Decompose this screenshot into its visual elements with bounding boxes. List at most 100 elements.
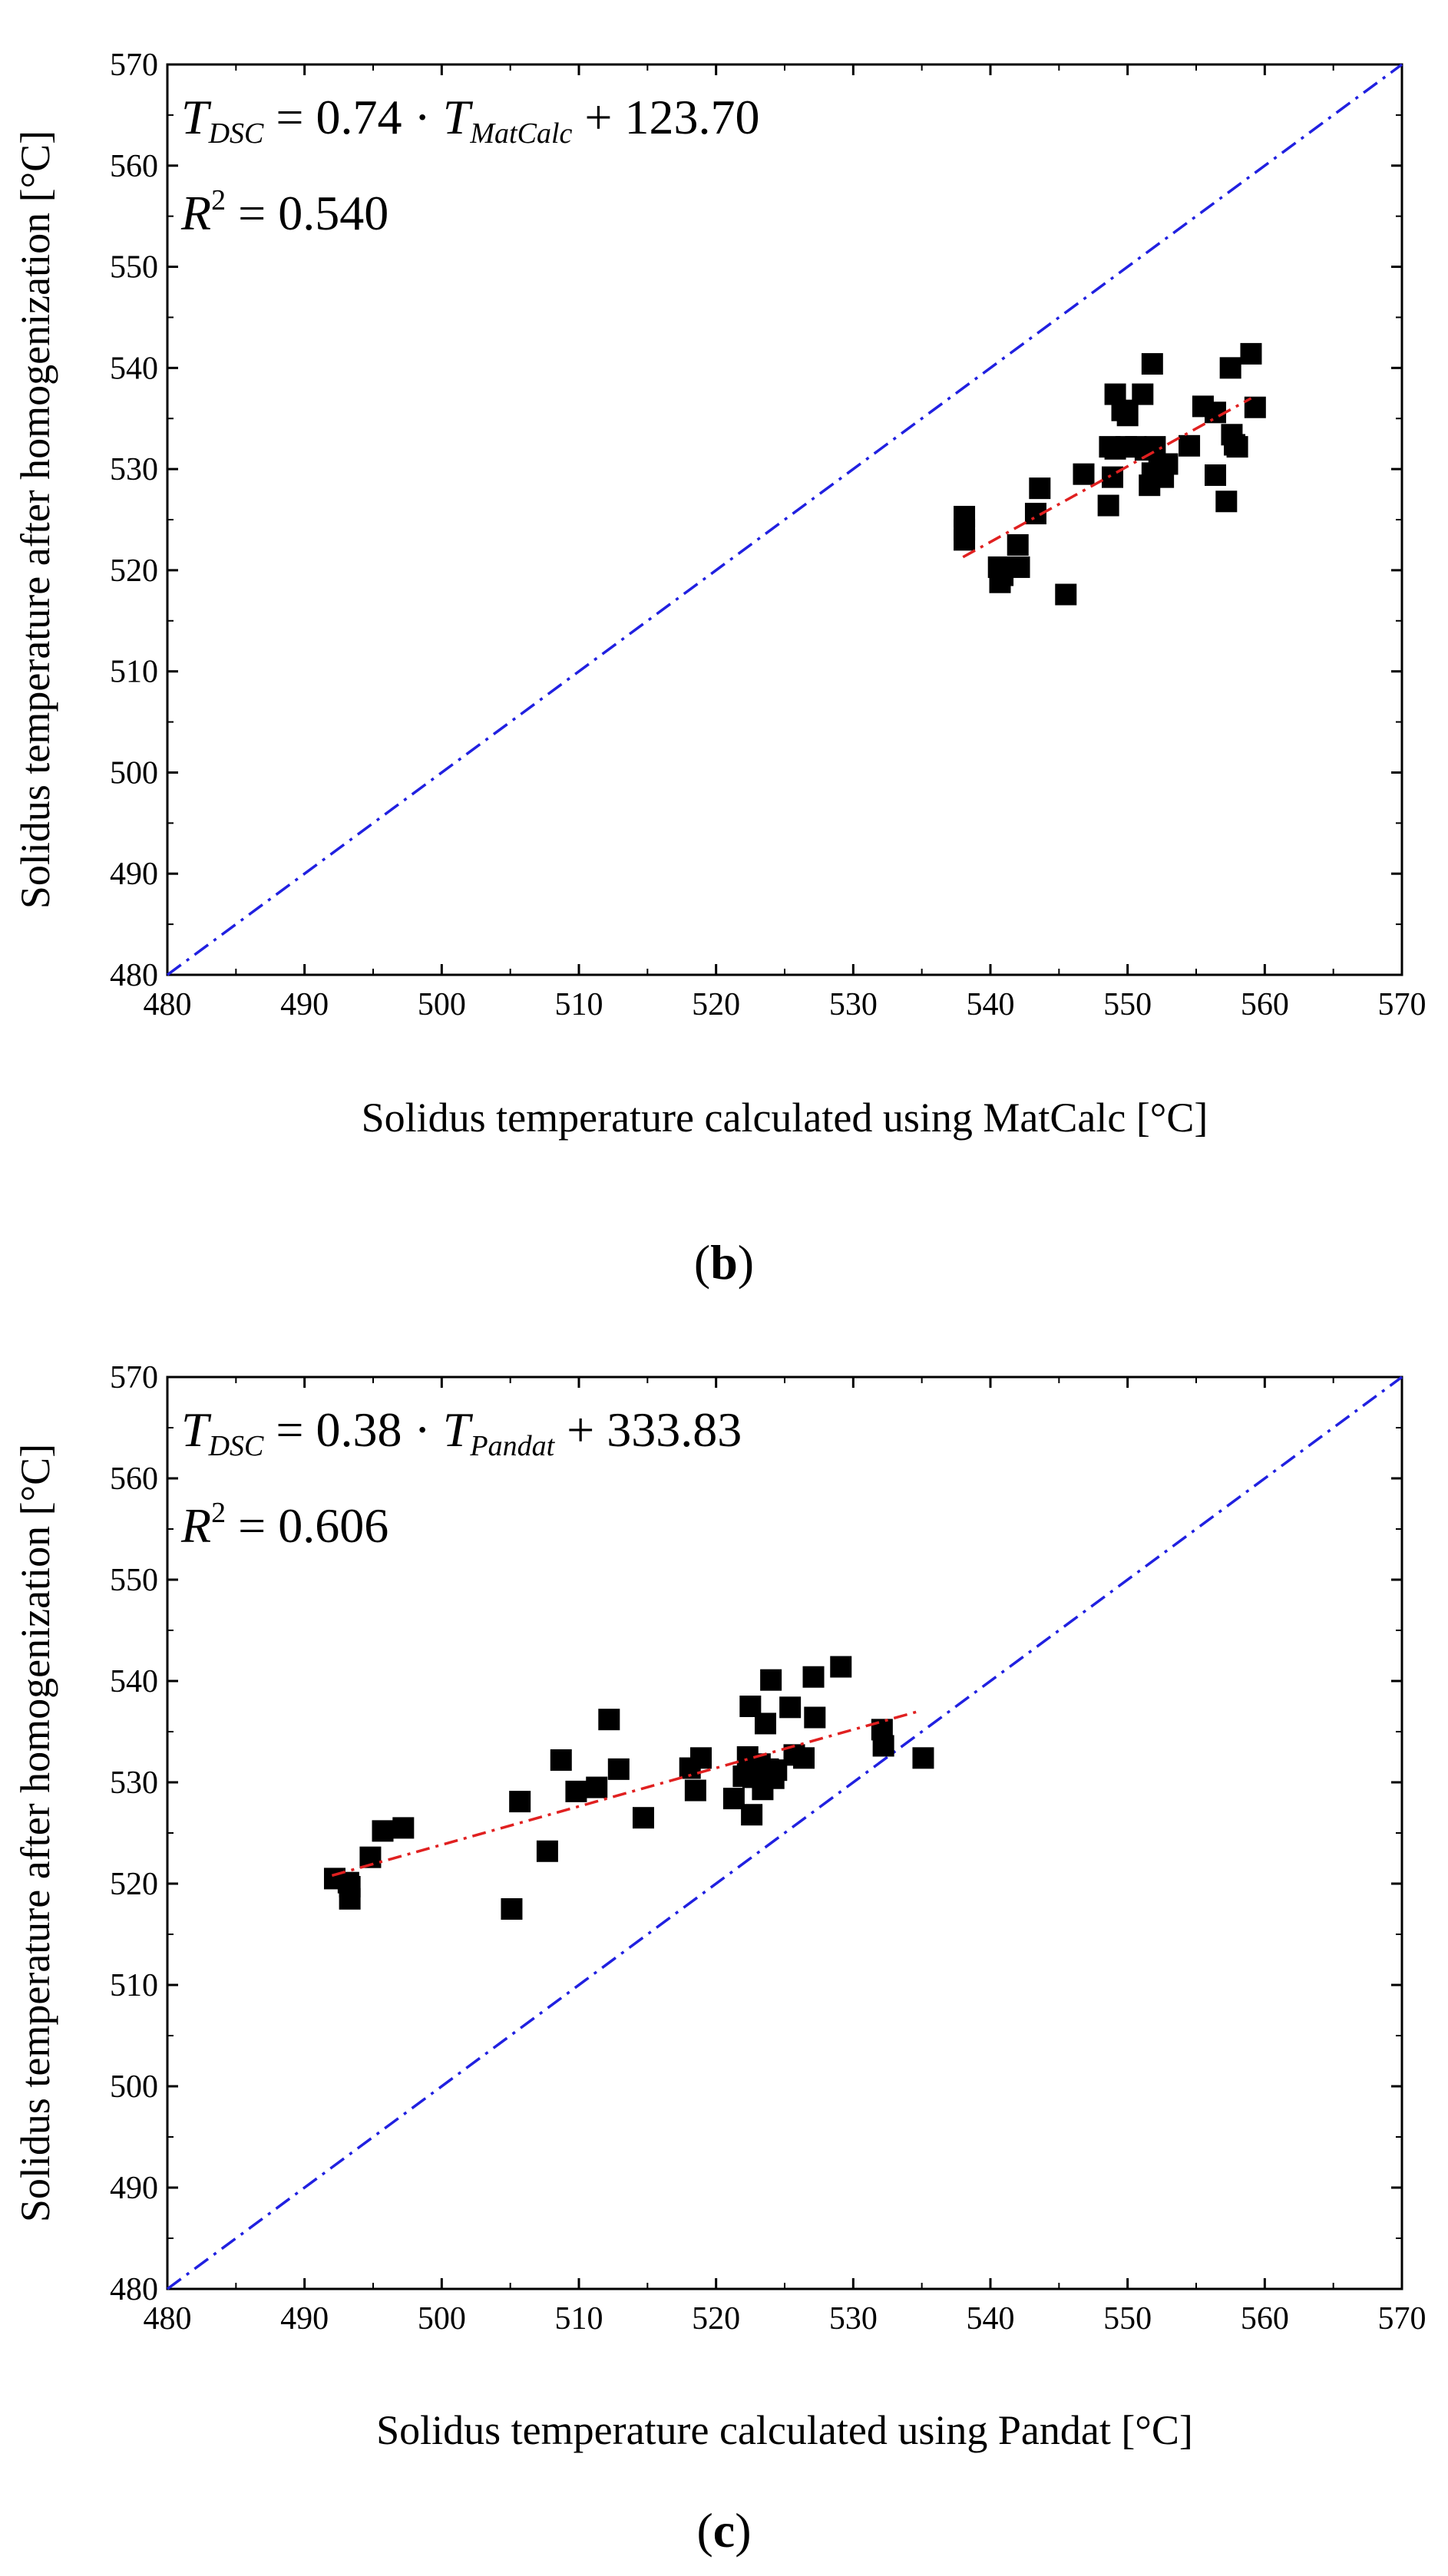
y-axis-title: Solidus temperature after homogenization… xyxy=(12,1444,58,2222)
eq-lhs-subscript: DSC xyxy=(208,117,264,150)
data-point xyxy=(536,1840,558,1862)
data-point xyxy=(741,1804,763,1826)
x-tick-label: 570 xyxy=(1378,987,1427,1022)
x-tick-label: 550 xyxy=(1103,987,1152,1022)
data-point xyxy=(632,1807,654,1829)
y-tick-label: 490 xyxy=(110,2171,158,2206)
data-point xyxy=(1156,453,1179,475)
x-tick-label: 540 xyxy=(967,2301,1015,2337)
x-tick-label: 550 xyxy=(1103,2301,1152,2337)
data-point xyxy=(1215,490,1238,513)
y-tick-label: 510 xyxy=(110,655,158,690)
fit-line xyxy=(962,397,1252,559)
caption-close: ) xyxy=(737,1235,755,1290)
y-tick-label: 540 xyxy=(110,1664,158,1699)
data-point xyxy=(793,1747,815,1769)
y-tick-label: 500 xyxy=(110,755,158,791)
eq-lhs-symbol: T xyxy=(181,1402,212,1457)
r-squared-annotation: R2 = 0.540 xyxy=(180,184,388,240)
x-tick-label: 480 xyxy=(144,2301,192,2337)
y-tick-label: 570 xyxy=(110,48,158,83)
eq-lhs-symbol: T xyxy=(181,90,212,144)
x-tick-label: 520 xyxy=(692,2301,740,2337)
eq-variable-symbol: T xyxy=(443,90,474,144)
data-point xyxy=(1116,405,1139,427)
x-tick-label: 540 xyxy=(967,987,1015,1022)
data-point xyxy=(872,1735,894,1757)
x-tick-label: 510 xyxy=(555,2301,603,2337)
r2-value: = 0.606 xyxy=(226,1498,388,1553)
eq-intercept: + 123.70 xyxy=(572,90,759,144)
data-point xyxy=(392,1817,415,1839)
y-tick-label: 480 xyxy=(110,2272,158,2307)
y-tick-label: 530 xyxy=(110,1765,158,1801)
data-point xyxy=(1008,556,1030,578)
y-tick-label: 520 xyxy=(110,553,158,589)
r-squared-annotation: R2 = 0.606 xyxy=(180,1497,388,1553)
data-point xyxy=(1097,494,1119,517)
x-tick-label: 530 xyxy=(829,987,878,1022)
r2-superscript: 2 xyxy=(211,1497,226,1529)
data-point xyxy=(804,1706,826,1729)
data-point xyxy=(802,1666,825,1688)
data-point xyxy=(1240,342,1262,365)
caption-open: ( xyxy=(696,2503,713,2558)
data-point xyxy=(1055,583,1077,606)
data-point xyxy=(598,1709,620,1731)
data-point xyxy=(1226,436,1248,458)
data-point xyxy=(372,1820,394,1842)
data-point xyxy=(607,1758,630,1780)
y-tick-label: 530 xyxy=(110,452,158,487)
y-tick-label: 560 xyxy=(110,1461,158,1497)
regression-equation: TDSC = 0.74 · TMatCalc + 123.70 xyxy=(181,90,759,150)
data-point xyxy=(1141,353,1163,375)
data-point xyxy=(1219,357,1241,379)
y-tick-label: 510 xyxy=(110,1968,158,2003)
x-tick-label: 560 xyxy=(1241,2301,1289,2337)
data-point xyxy=(1073,463,1095,485)
x-tick-label: 490 xyxy=(280,2301,329,2337)
reference-line-y-equals-x xyxy=(166,1376,1403,2290)
caption-c: (c) xyxy=(0,2502,1448,2559)
data-point xyxy=(1007,533,1029,556)
caption-letter: c xyxy=(712,2503,736,2558)
y-tick-label: 480 xyxy=(110,958,158,993)
r2-symbol: R xyxy=(180,1498,211,1553)
eq-coefficient: = 0.74 · xyxy=(263,90,442,144)
data-point xyxy=(565,1780,587,1802)
x-tick-label: 510 xyxy=(555,987,603,1022)
data-point xyxy=(779,1696,802,1719)
y-axis-title: Solidus temperature after homogenization… xyxy=(12,130,58,909)
data-point xyxy=(501,1898,523,1920)
r2-superscript: 2 xyxy=(211,184,226,216)
data-point xyxy=(1205,401,1227,424)
caption-close: ) xyxy=(735,2503,752,2558)
caption-letter: b xyxy=(710,1235,738,1290)
x-tick-label: 500 xyxy=(418,987,466,1022)
y-tick-label: 560 xyxy=(110,149,158,184)
fit-line xyxy=(331,1709,923,1878)
scatter-chart-matcalc: 480 490 500 510 520 530 540 550 560 570 480 490 500 5… xyxy=(12,48,1427,1141)
regression-equation: TDSC = 0.38 · TPandat + 333.83 xyxy=(181,1402,742,1462)
caption-b: (b) xyxy=(0,1234,1448,1291)
r2-value: = 0.540 xyxy=(226,186,388,240)
data-point xyxy=(586,1776,608,1798)
data-point xyxy=(509,1791,531,1813)
eq-lhs-subscript: DSC xyxy=(208,1430,264,1462)
eq-variable-subscript: Pandat xyxy=(469,1430,555,1462)
data-point xyxy=(684,1779,706,1802)
data-point xyxy=(830,1656,852,1678)
data-point xyxy=(690,1747,712,1769)
y-tick-label: 490 xyxy=(110,857,158,892)
eq-intercept: + 333.83 xyxy=(554,1402,742,1457)
caption-open: ( xyxy=(693,1235,711,1290)
y-tick-label: 550 xyxy=(110,250,158,286)
data-point xyxy=(754,1712,776,1735)
data-point xyxy=(550,1749,572,1771)
eq-variable-subscript: MatCalc xyxy=(469,117,572,150)
chart-panel-b: 480 490 500 510 520 530 540 550 560 570 480 490 500 5… xyxy=(0,48,1448,1291)
data-point xyxy=(1029,477,1051,500)
x-axis-title: Solidus temperature calculated using Mat… xyxy=(362,1095,1208,1141)
x-axis-title: Solidus temperature calculated using Pan… xyxy=(376,2407,1193,2453)
eq-coefficient: = 0.38 · xyxy=(263,1402,442,1457)
